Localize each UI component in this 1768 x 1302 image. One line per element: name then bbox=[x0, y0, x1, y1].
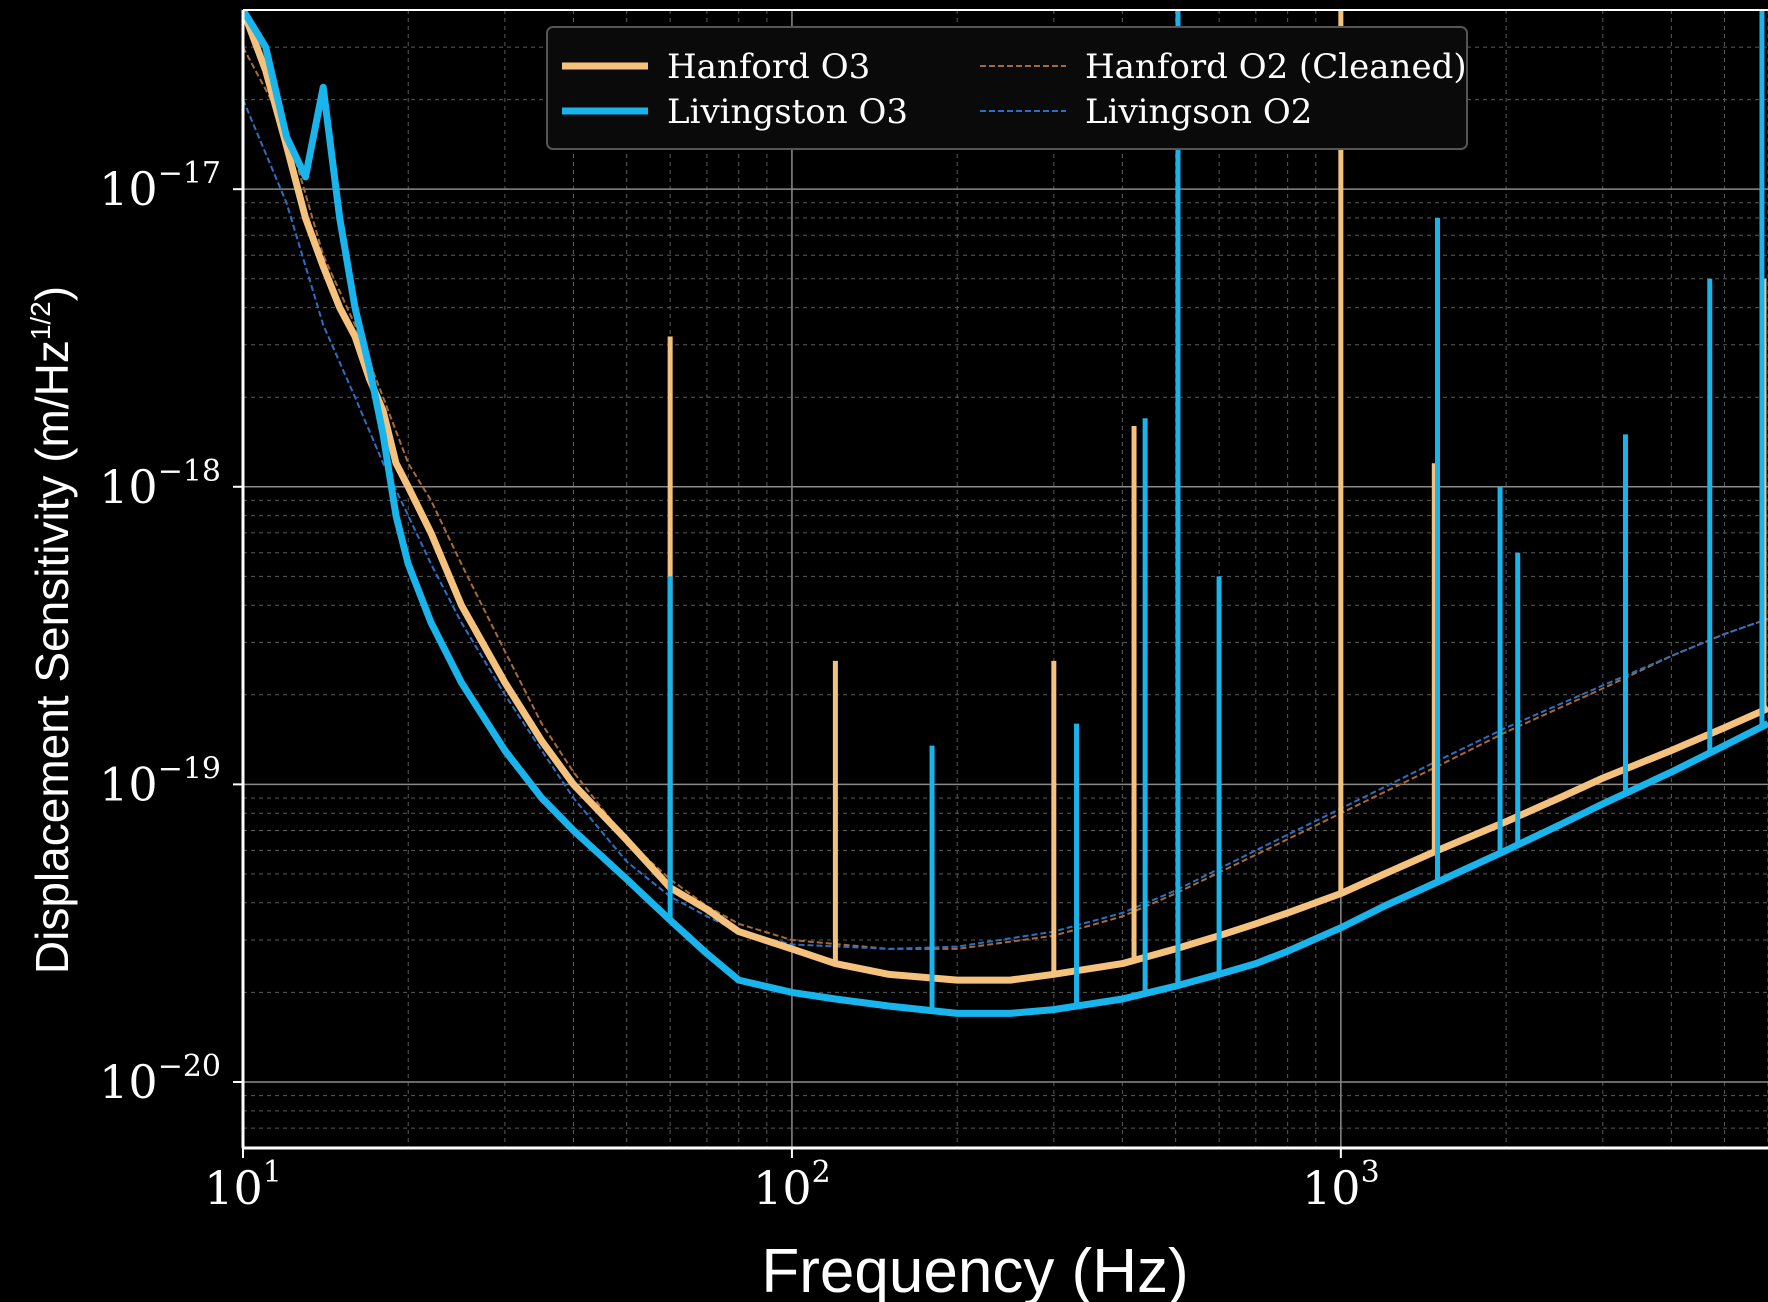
legend-label-livingston-o3: Livingston O3 bbox=[667, 92, 908, 132]
axes-frame bbox=[241, 9, 1768, 1150]
y-tick-label: 10−19 bbox=[99, 751, 221, 811]
series-line-hanford-o2-cleaned- bbox=[243, 46, 1768, 950]
x-tick-label: 103 bbox=[1302, 1155, 1380, 1215]
series-line-livingston-o3 bbox=[243, 10, 1768, 1017]
x-tick-base: 10 bbox=[204, 1161, 263, 1215]
legend-box bbox=[546, 26, 1468, 150]
plot-area bbox=[243, 10, 1768, 1017]
y-tick-label: 10−17 bbox=[99, 156, 221, 216]
legend-label-hanford-o3: Hanford O3 bbox=[667, 47, 870, 87]
legend: Hanford O3 Livingston O3 Hanford O2 (Cle… bbox=[546, 26, 1468, 150]
x-tick-exponent: 2 bbox=[812, 1155, 831, 1190]
x-tick-label: 101 bbox=[204, 1155, 282, 1215]
x-tick-label: 102 bbox=[753, 1155, 831, 1215]
y-axis-title-main: Displacement Sensitivity (m/Hz bbox=[26, 340, 78, 974]
x-tick-exponent: 3 bbox=[1361, 1155, 1380, 1190]
y-tick-exponent: −17 bbox=[158, 156, 221, 191]
x-axis-title: Frequency (Hz) bbox=[761, 1237, 1188, 1302]
series-line-hanford-o3 bbox=[243, 10, 1768, 984]
y-tick-base: 10 bbox=[99, 1055, 158, 1109]
x-tick-labels: 101 102 103 bbox=[204, 1148, 1380, 1215]
y-tick-base: 10 bbox=[99, 162, 158, 216]
y-tick-label: 10−18 bbox=[99, 454, 221, 514]
y-axis-title: Displacement Sensitivity (m/Hz1/2) bbox=[25, 286, 78, 974]
y-tick-label: 10−20 bbox=[99, 1049, 221, 1109]
series-line-livingson-o2 bbox=[243, 99, 1768, 950]
y-axis-title-close: ) bbox=[26, 286, 78, 301]
x-tick-exponent: 1 bbox=[263, 1155, 282, 1190]
y-axis-title-sup: 1/2 bbox=[25, 301, 56, 340]
y-tick-exponent: −18 bbox=[158, 454, 221, 489]
x-tick-base: 10 bbox=[1302, 1161, 1361, 1215]
y-tick-exponent: −20 bbox=[158, 1049, 221, 1084]
y-tick-base: 10 bbox=[99, 757, 158, 811]
y-tick-base: 10 bbox=[99, 460, 158, 514]
y-axis-title-group: Displacement Sensitivity (m/Hz1/2) bbox=[25, 286, 78, 974]
legend-label-hanford-o2: Hanford O2 (Cleaned) bbox=[1085, 47, 1467, 87]
x-tick-base: 10 bbox=[753, 1161, 812, 1215]
y-tick-exponent: −19 bbox=[158, 751, 221, 786]
legend-label-livingston-o2: Livingson O2 bbox=[1085, 92, 1312, 132]
